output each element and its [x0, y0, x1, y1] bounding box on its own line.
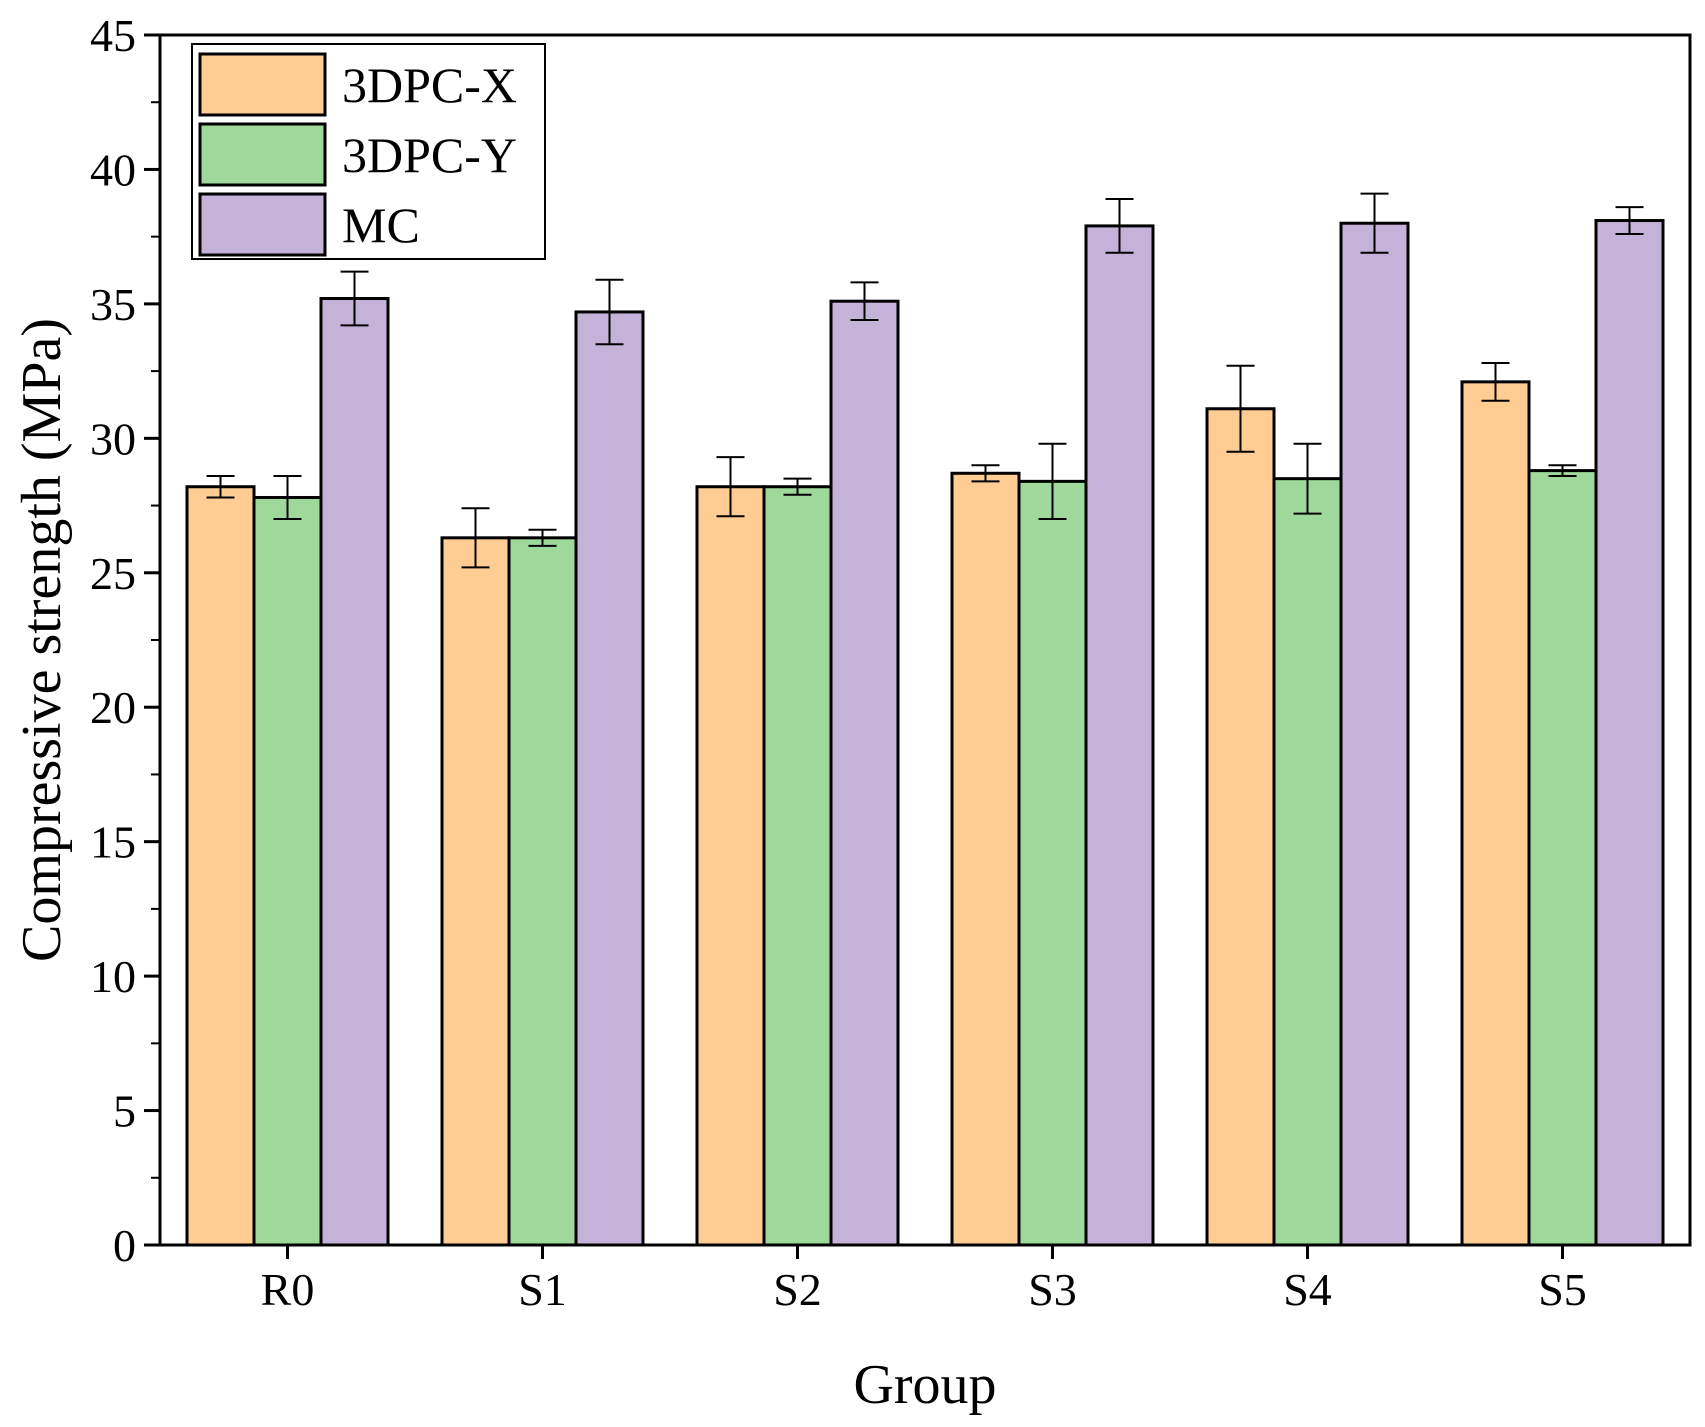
y-tick-label-10: 10 [90, 951, 136, 1002]
bar-3dpc-x-s4 [1205, 407, 1276, 1247]
error-bars-layer [206, 192, 1644, 569]
bar-mc-s5 [1594, 219, 1665, 1247]
y-tick-label-35: 35 [90, 279, 136, 330]
error-bar-3dpc-x-s1 [461, 507, 490, 569]
error-bar-mc-s1 [595, 278, 624, 346]
y-axis-label: Compressive strength (MPa) [11, 318, 73, 962]
y-axis: 0 5 10 15 20 25 30 35 40 45 [90, 10, 160, 1271]
error-bar-mc-s2 [850, 281, 879, 322]
legend-swatch-3dpc-y [198, 122, 327, 187]
error-bar-3dpc-x-s2 [716, 456, 745, 518]
bar-3dpc-x-s2 [695, 485, 766, 1247]
y-tick-label-0: 0 [113, 1220, 136, 1271]
x-tick-label-s5: S5 [1538, 1264, 1587, 1315]
error-bar-mc-s5 [1615, 206, 1644, 235]
legend-item-3dpc-y: 3DPC-Y [198, 122, 517, 187]
error-bar-3dpc-x-s4 [1226, 364, 1255, 453]
bar-3dpc-x-s3 [950, 471, 1021, 1247]
x-tick-label-s2: S2 [773, 1264, 822, 1315]
error-bar-mc-s3 [1105, 198, 1134, 254]
legend-label-3dpc-x: 3DPC-X [342, 57, 517, 113]
bar-3dpc-y-s2 [762, 485, 833, 1247]
legend-item-3dpc-x: 3DPC-X [198, 52, 517, 117]
error-bar-3dpc-y-s1 [528, 528, 557, 547]
legend-swatch-3dpc-x [198, 52, 327, 117]
x-tick-label-r0: R0 [261, 1264, 315, 1315]
bar-3dpc-y-s5 [1527, 469, 1598, 1247]
y-tick-label-20: 20 [90, 682, 136, 733]
bar-mc-s3 [1084, 224, 1155, 1247]
x-tick-label-s3: S3 [1028, 1264, 1077, 1315]
legend: 3DPC-X 3DPC-Y MC [191, 43, 546, 260]
legend-swatch-mc [198, 192, 327, 257]
error-bar-3dpc-x-s3 [971, 464, 1000, 483]
bar-3dpc-y-s1 [507, 536, 578, 1247]
bar-3dpc-y-r0 [252, 495, 323, 1247]
bar-3dpc-x-s5 [1460, 380, 1531, 1247]
error-bar-mc-r0 [340, 270, 369, 327]
bars-layer [185, 219, 1665, 1247]
y-tick-label-5: 5 [113, 1086, 136, 1137]
y-tick-label-30: 30 [90, 413, 136, 464]
bar-mc-s1 [574, 310, 645, 1247]
x-axis: R0 S1 S2 S3 S4 S5 [261, 1245, 1587, 1315]
error-bar-3dpc-y-s2 [783, 477, 812, 496]
bar-mc-s4 [1339, 221, 1410, 1247]
x-axis-label: Group [853, 1354, 996, 1416]
bar-mc-s2 [829, 299, 900, 1247]
x-tick-label-s1: S1 [518, 1264, 567, 1315]
y-tick-label-45: 45 [90, 10, 136, 61]
error-bar-3dpc-y-r0 [273, 474, 302, 520]
bar-3dpc-x-r0 [185, 485, 256, 1247]
legend-label-mc: MC [342, 197, 420, 253]
bar-3dpc-y-s4 [1272, 477, 1343, 1247]
legend-label-3dpc-y: 3DPC-Y [342, 127, 517, 183]
x-tick-label-s4: S4 [1283, 1264, 1332, 1315]
error-bar-3dpc-y-s5 [1548, 464, 1577, 477]
bar-3dpc-x-s1 [440, 536, 511, 1247]
error-bar-3dpc-y-s3 [1038, 442, 1067, 520]
error-bar-3dpc-y-s4 [1293, 442, 1322, 515]
error-bar-mc-s4 [1360, 192, 1389, 254]
y-tick-label-40: 40 [90, 144, 136, 195]
legend-item-mc: MC [198, 192, 420, 257]
bar-mc-r0 [319, 297, 390, 1247]
error-bar-3dpc-x-s5 [1481, 362, 1510, 402]
error-bar-3dpc-x-r0 [206, 474, 235, 499]
y-tick-label-15: 15 [90, 817, 136, 868]
y-tick-label-25: 25 [90, 548, 136, 599]
bar-3dpc-y-s3 [1017, 479, 1088, 1247]
